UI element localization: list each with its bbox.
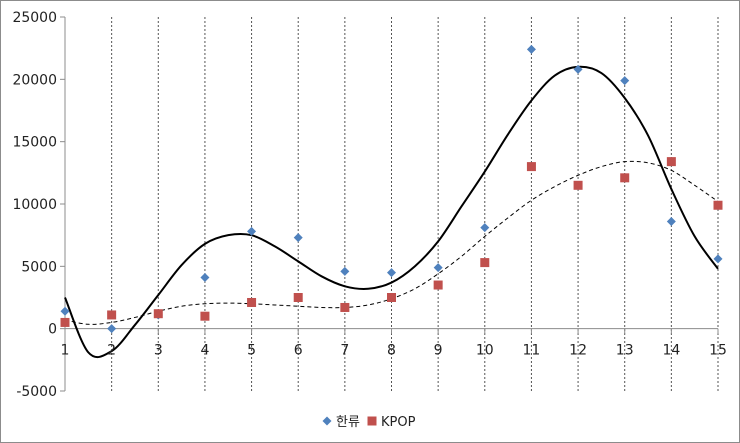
data-point-series-0-13 [620,76,630,86]
x-tick-label: 14 [662,343,680,359]
legend-marker-1 [367,416,377,426]
data-point-series-0-15 [713,254,723,264]
data-point-series-0-9 [433,263,443,273]
x-tick-label: 8 [387,343,396,359]
data-point-series-1-15 [713,200,723,210]
data-point-series-0-11 [526,44,536,54]
y-tick-label: 20000 [12,72,57,88]
data-point-series-1-1 [60,317,70,327]
x-tick-label: 4 [200,343,209,359]
x-tick-label: 5 [247,343,256,359]
data-point-series-1-13 [620,173,630,183]
data-point-series-1-5 [247,297,257,307]
y-tick-label: 25000 [12,10,57,26]
x-tick-label: 2 [107,343,116,359]
y-tick-label: 15000 [12,135,57,151]
data-point-series-0-8 [387,268,396,278]
x-tick-label: 10 [476,343,494,359]
y-tick-label: 5000 [21,259,57,275]
data-point-series-0-10 [480,223,490,233]
data-point-series-1-9 [433,280,443,290]
legend-label-1: KPOP [381,415,416,430]
x-tick-label: 15 [709,343,727,359]
y-tick-label: 10000 [12,197,57,213]
x-tick-label: 11 [523,343,541,359]
data-point-series-1-7 [340,302,350,312]
data-points [60,44,723,334]
data-point-series-1-6 [293,293,303,302]
data-point-series-0-4 [200,273,210,283]
legend: 한류 KPOP [322,415,416,430]
data-point-series-0-14 [666,216,676,226]
x-tick-label: 6 [294,343,303,359]
gridlines [111,17,719,391]
legend-label-0: 한류 [336,415,360,430]
data-point-series-1-8 [387,293,396,302]
x-tick-label: 12 [569,343,587,359]
x-tick-label: 3 [154,343,163,359]
axes [60,16,719,392]
data-point-series-1-14 [666,157,676,167]
data-point-series-0-2 [107,324,117,334]
legend-marker-0 [322,416,332,426]
data-point-series-1-4 [200,311,210,321]
data-point-series-1-12 [573,180,583,190]
data-point-series-1-2 [107,310,117,320]
y-tick-label: 0 [48,322,57,338]
trendline-series-0 [64,65,719,359]
data-point-series-0-12 [573,64,583,74]
data-point-series-1-10 [480,258,490,268]
x-tick-label: 7 [340,343,349,359]
data-point-series-1-11 [526,162,536,172]
data-point-series-0-1 [60,306,70,316]
x-tick-label: 1 [61,343,70,359]
x-tick-label: 9 [434,343,443,359]
x-tick-label: 13 [616,343,634,359]
y-tick-label: -5000 [16,384,57,400]
data-point-series-0-7 [340,266,350,276]
data-point-series-0-6 [293,233,303,243]
data-point-series-1-3 [153,309,163,319]
data-point-series-0-5 [247,226,257,236]
